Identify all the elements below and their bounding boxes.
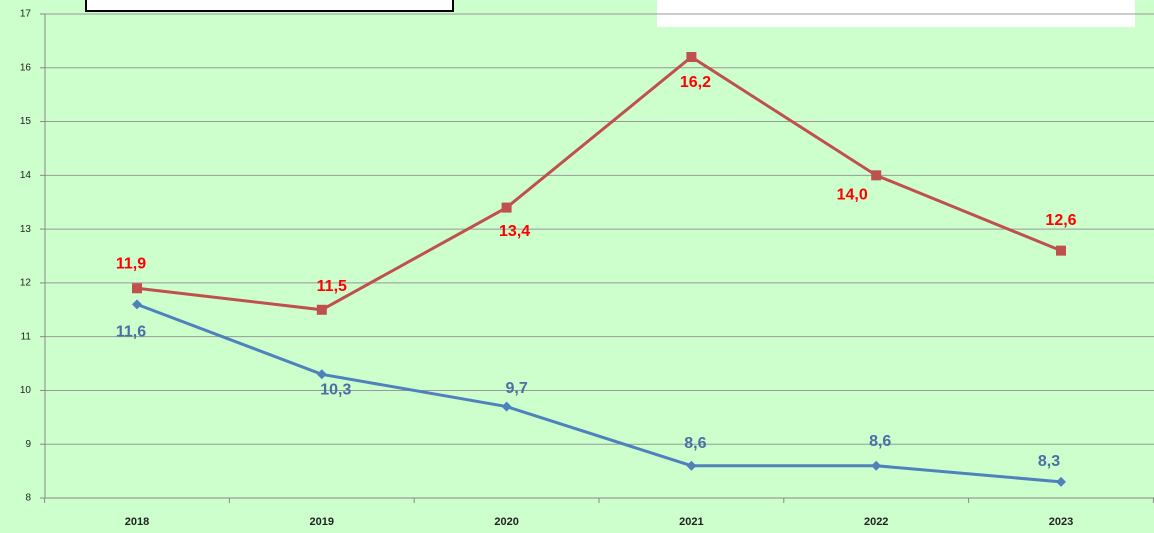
y-tick-label: 10: [20, 385, 32, 396]
value-label: 13,4: [499, 223, 530, 240]
series-line: [136, 302, 1062, 484]
x-tick-label: 2019: [310, 516, 334, 528]
series-line: [136, 55, 1062, 312]
value-label: 14,0: [837, 187, 868, 204]
y-tick-label: 16: [20, 62, 32, 73]
y-tick-label: 17: [20, 9, 32, 20]
value-label: 9,7: [505, 380, 527, 397]
value-label: 11,9: [116, 255, 146, 272]
y-tick-label: 9: [25, 439, 31, 450]
value-label: 11,5: [317, 278, 347, 295]
x-tick-label: 2018: [125, 516, 149, 528]
marker: [132, 283, 142, 294]
value-label: 8,6: [869, 433, 891, 450]
y-tick-label: 14: [20, 170, 32, 181]
marker: [686, 52, 697, 63]
value-label: 10,3: [320, 382, 351, 399]
x-tick-label: 2021: [679, 516, 703, 528]
value-label: 12,6: [1045, 212, 1076, 229]
marker: [871, 170, 882, 181]
x-tick-label: 2023: [1049, 516, 1073, 528]
marker: [871, 460, 882, 471]
value-label: 8,6: [684, 435, 706, 452]
legend-box: [85, 0, 454, 12]
marker: [501, 401, 512, 412]
marker: [1056, 245, 1066, 256]
marker: [132, 299, 142, 310]
y-tick-label: 11: [21, 331, 32, 342]
marker: [1056, 476, 1066, 487]
x-tick-label: 2020: [494, 516, 518, 528]
y-tick-label: 15: [20, 116, 32, 127]
y-tick-label: 8: [25, 493, 31, 504]
marker: [501, 202, 512, 213]
marker: [316, 369, 327, 380]
x-tick-label: 2022: [864, 516, 888, 528]
value-label: 11,6: [116, 324, 146, 341]
y-tick-label: 12: [20, 278, 32, 289]
marker: [316, 304, 327, 315]
y-tick-label: 13: [20, 224, 32, 235]
marker: [686, 460, 697, 471]
value-label: 8,3: [1038, 453, 1060, 470]
value-label: 16,2: [680, 74, 711, 91]
